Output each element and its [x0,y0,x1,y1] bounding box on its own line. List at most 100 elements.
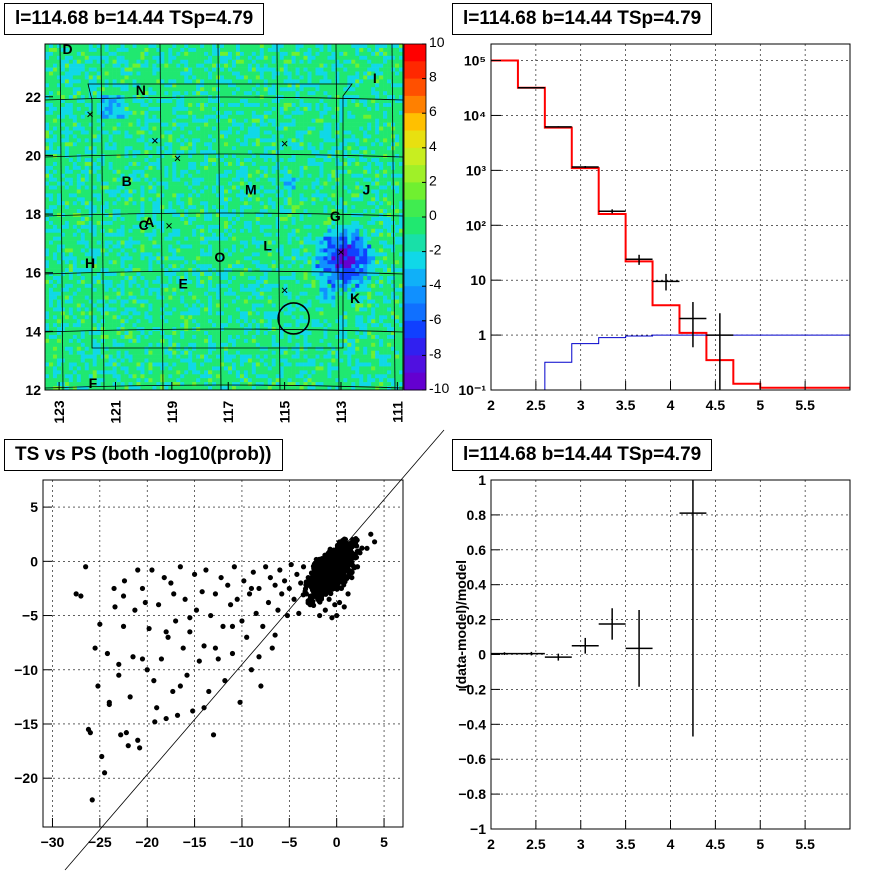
map-cell [224,315,229,320]
map-cell [120,83,125,88]
map-cell [208,146,213,151]
map-cell [243,311,249,316]
map-cell [208,272,213,277]
map-cell [152,114,157,120]
map-cell [152,268,157,273]
map-cell [116,154,121,159]
map-cell [76,67,82,72]
map-cell [267,256,273,261]
map-cell [72,118,78,123]
map-cell [239,67,245,72]
map-cell [56,291,62,296]
map-cell [164,256,169,261]
map-cell [251,386,257,391]
map-cell [76,374,82,379]
map-cell [224,150,229,155]
map-cell [255,114,261,120]
map-cell [76,44,82,49]
map-cell [116,158,121,163]
map-cell [212,161,217,167]
map-cell [204,346,209,351]
map-cell [263,370,269,375]
map-cell [64,193,70,198]
map-cell [168,303,173,308]
map-cell [263,232,269,237]
map-cell [64,95,70,100]
map-cell [208,260,213,265]
map-cell [148,154,153,159]
map-cell [64,378,70,383]
map-cell [231,213,237,218]
map-cell [60,217,66,222]
map-cell [188,295,193,300]
map-cell [184,374,189,379]
map-cell [160,134,165,139]
map-cell [259,150,265,155]
map-cell [239,51,245,57]
map-cell [144,362,149,367]
map-cell [220,228,225,234]
map-cell [208,118,213,123]
map-cell [68,126,74,131]
map-cell [259,232,265,237]
map-cell [247,99,253,104]
map-cell [184,260,189,265]
map-cell [212,386,217,391]
map-cell [96,350,101,355]
map-cell [96,67,101,72]
map-cell [108,165,113,171]
map-cell [140,91,145,96]
map-cell [235,67,241,72]
map-cell [168,279,173,285]
map-cell [184,217,189,222]
map-cell [124,83,129,88]
map-cell [116,338,121,344]
map-cell [84,291,90,296]
map-cell [132,346,137,351]
map-cell [100,130,105,135]
map-cell [140,55,145,61]
map-cell [76,150,82,155]
map-cell [84,295,90,300]
map-cell [72,95,78,100]
map-cell [45,63,50,68]
map-cell [243,47,249,53]
map-cell [88,130,94,135]
map-cell [251,217,257,222]
map-cell [196,114,201,120]
map-cell [48,382,54,387]
map-cell [120,358,125,363]
map-cell [235,260,241,265]
map-cell [48,161,54,167]
map-cell [259,158,265,163]
map-cell [259,236,265,241]
map-cell [212,268,217,273]
map-cell [216,248,221,253]
map-cell [180,126,185,131]
map-cell [263,311,269,316]
map-cell [80,256,86,261]
map-cell [188,283,193,289]
map-cell [172,264,177,269]
map-cell [180,275,185,281]
map-cell [247,291,253,296]
map-cell [267,122,273,127]
map-cell [148,331,153,336]
map-cell [108,75,113,80]
map-cell [132,338,137,344]
map-cell [208,224,213,230]
map-cell [80,244,86,249]
map-cell [112,370,117,375]
map-cell [140,217,145,222]
map-cell [104,193,109,198]
map-cell [180,303,185,308]
map-cell [156,386,161,391]
map-cell [263,71,269,76]
map-cell [132,63,137,68]
map-cell [108,217,113,222]
map-cell [104,138,109,143]
map-cell [172,220,177,226]
map-cell [92,264,98,269]
map-cell [160,201,165,206]
